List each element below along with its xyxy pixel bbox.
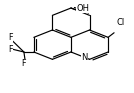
- Text: F: F: [8, 45, 13, 54]
- Text: OH: OH: [76, 4, 89, 13]
- Text: Cl: Cl: [116, 18, 124, 27]
- Text: F: F: [8, 33, 13, 42]
- Text: F: F: [22, 59, 26, 68]
- Text: N: N: [81, 53, 87, 62]
